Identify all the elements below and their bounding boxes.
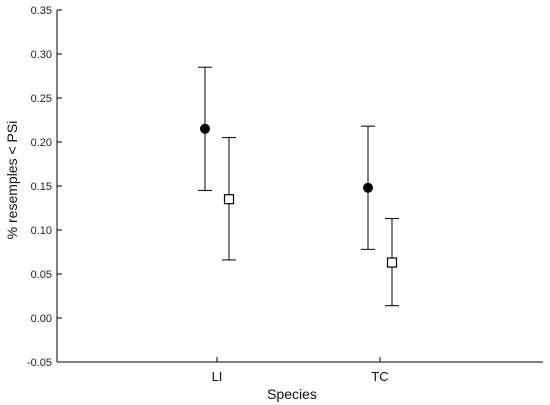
y-tick-label: 0.20 <box>31 137 52 149</box>
x-tick-label: TC <box>371 369 388 384</box>
y-tick-label: 0.10 <box>31 225 52 237</box>
y-tick-label: 0.00 <box>31 313 52 325</box>
y-tick-label: 0.35 <box>31 5 52 17</box>
x-tick-label: LI <box>212 369 223 384</box>
y-axis-ticks: -0.05 0.00 0.05 0.10 0.15 0.20 0.25 0.30 0.35 <box>27 5 62 369</box>
data-marks <box>198 66 399 307</box>
data-point-circle <box>200 123 210 134</box>
y-tick-label: -0.05 <box>27 357 52 369</box>
y-tick-label: 0.25 <box>31 93 52 105</box>
y-axis-title: % resemples < PSi <box>4 121 20 240</box>
data-point-square <box>386 257 398 268</box>
x-axis-title: Species <box>267 386 317 402</box>
x-axis-ticks: LI TC <box>212 357 389 384</box>
data-point-square <box>223 194 235 205</box>
y-tick-label: 0.30 <box>31 49 52 61</box>
y-tick-label: 0.15 <box>31 181 52 193</box>
y-tick-label: 0.05 <box>31 269 52 281</box>
data-point-circle <box>363 182 373 193</box>
axes <box>56 10 543 363</box>
